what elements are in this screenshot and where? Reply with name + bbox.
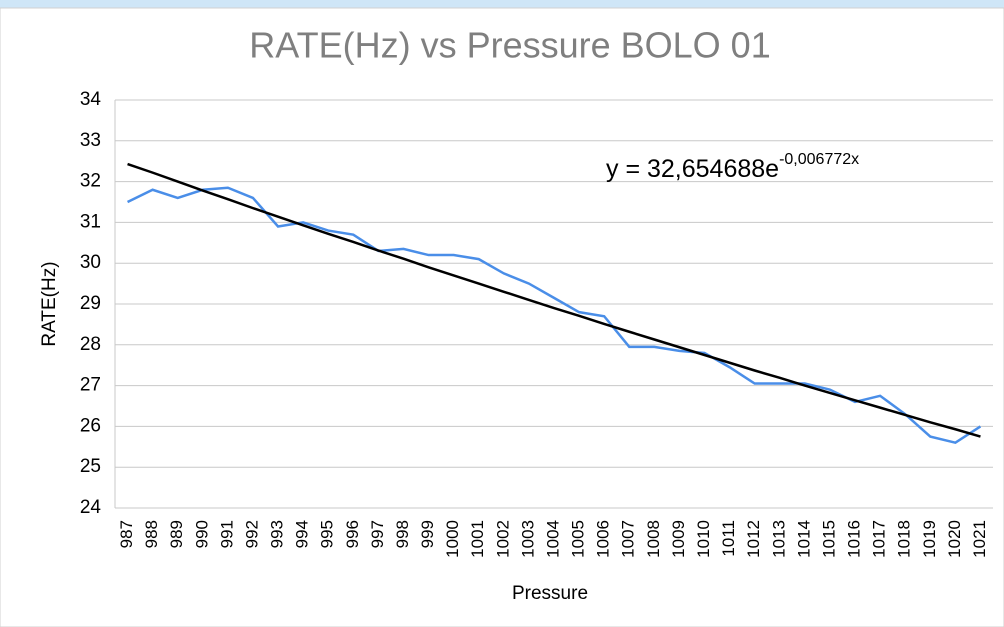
x-tick-label: 992 (242, 520, 261, 548)
x-tick-label: 997 (368, 520, 387, 548)
x-tick-label: 987 (117, 520, 136, 548)
x-tick-label: 1006 (594, 520, 613, 558)
y-tick-label: 27 (80, 375, 101, 396)
data-line (126, 186, 982, 445)
x-tick-label: 993 (268, 520, 287, 548)
x-axis-label: Pressure (512, 583, 588, 604)
x-tick-label: 998 (393, 520, 412, 548)
equation-exponent: -0,006772x (779, 151, 859, 168)
y-tick-label: 28 (80, 334, 101, 355)
chart-background (0, 7, 1004, 627)
y-tick-label: 26 (80, 415, 101, 436)
equation-base: y = 32,654688e (606, 155, 779, 183)
y-tick-label: 29 (80, 293, 101, 314)
x-tick-label: 1010 (694, 520, 713, 558)
x-tick-label: 1000 (443, 520, 462, 558)
y-tick-label: 24 (80, 497, 102, 518)
x-tick-label: 1021 (970, 520, 989, 558)
x-tick-label: 990 (192, 520, 211, 548)
y-tick-label: 33 (80, 130, 101, 151)
x-tick-label: 1005 (569, 520, 588, 558)
trendline (127, 162, 981, 438)
x-tick-label: 1019 (920, 520, 939, 558)
x-tick-label: 1014 (794, 520, 813, 558)
x-tick-label: 994 (293, 520, 312, 548)
x-tick-label: 1002 (493, 520, 512, 558)
x-tick-label: 1015 (819, 520, 838, 558)
x-tick-label: 1007 (619, 520, 638, 558)
x-tick-label: 995 (318, 520, 337, 548)
y-tick-label: 30 (80, 252, 101, 273)
x-tick-label: 991 (217, 520, 236, 548)
y-tick-label: 34 (80, 89, 102, 110)
x-tick-label: 1008 (644, 520, 663, 558)
y-tick-label: 32 (80, 171, 101, 192)
y-tick-label: 31 (80, 211, 101, 232)
x-tick-label: 1003 (518, 520, 537, 558)
y-tick-label: 25 (80, 456, 101, 477)
chart-title: RATE(Hz) vs Pressure BOLO 01 (249, 25, 770, 66)
x-tick-label: 988 (142, 520, 161, 548)
x-tick-label: 996 (343, 520, 362, 548)
x-tick-label: 1009 (669, 520, 688, 558)
x-tick-label: 989 (167, 520, 186, 548)
x-tick-label: 1020 (945, 520, 964, 558)
trendline-equation: y = 32,654688e-0,006772x (606, 151, 859, 182)
x-tick-label: 1016 (845, 520, 864, 558)
x-tick-label: 999 (418, 520, 437, 548)
y-axis-label: RATE(Hz) (39, 261, 60, 346)
x-tick-label: 1012 (744, 520, 763, 558)
x-tick-label: 1011 (719, 520, 738, 557)
x-tick-label: 1004 (543, 520, 562, 558)
x-tick-label: 1013 (769, 520, 788, 558)
x-tick-label: 1017 (870, 520, 889, 558)
x-tick-label: 1018 (895, 520, 914, 558)
x-tick-label: 1001 (468, 520, 487, 558)
